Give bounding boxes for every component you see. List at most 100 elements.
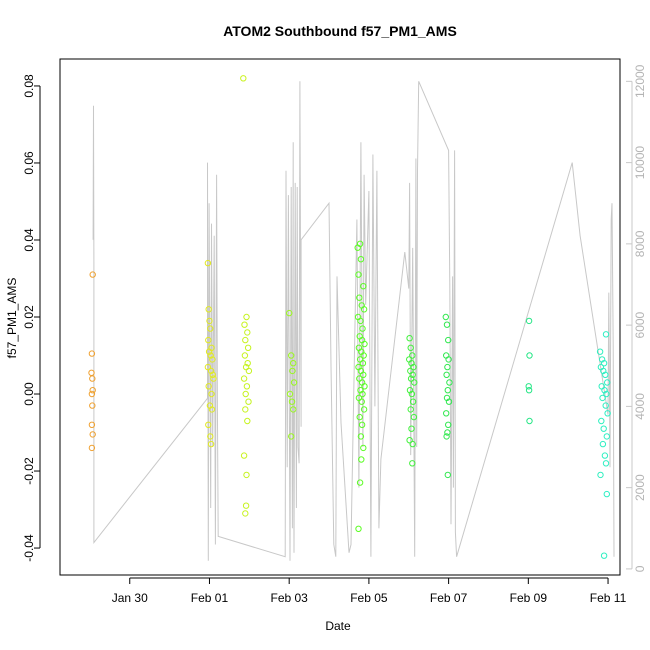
data-point xyxy=(245,367,253,375)
data-point xyxy=(603,490,610,498)
data-point xyxy=(242,502,250,509)
data-point xyxy=(356,413,363,421)
data-point xyxy=(408,390,416,398)
data-point xyxy=(361,383,368,390)
data-point xyxy=(205,383,212,390)
data-point xyxy=(290,360,297,367)
data-point xyxy=(445,398,453,405)
data-point xyxy=(602,460,610,467)
data-point xyxy=(207,440,215,448)
data-point xyxy=(243,313,250,321)
data-point xyxy=(360,306,368,313)
data-point xyxy=(603,433,610,440)
data-point xyxy=(206,402,214,409)
x-tick-label: Feb 11 xyxy=(590,591,627,605)
data-point xyxy=(241,352,249,359)
x-tick-label: Feb 01 xyxy=(191,591,229,605)
data-point xyxy=(602,331,610,338)
data-point xyxy=(208,390,215,398)
data-point xyxy=(244,329,251,336)
data-point xyxy=(445,421,452,428)
data-point xyxy=(446,379,453,386)
secondary-y-tick-label: 4000 xyxy=(633,393,647,420)
secondary-y-axis: 0 2000 4000 6000 8000 10000 12000 xyxy=(626,64,647,572)
y-tick-label: -0.02 xyxy=(22,457,36,485)
data-point xyxy=(207,367,215,375)
data-point xyxy=(358,421,366,428)
data-point xyxy=(443,410,450,417)
data-point xyxy=(407,406,414,413)
y-tick-label: -0.04 xyxy=(22,534,36,562)
data-point xyxy=(289,367,296,375)
data-point xyxy=(207,433,214,440)
data-point xyxy=(357,387,364,394)
secondary-y-tick-label: 6000 xyxy=(633,311,647,338)
data-point xyxy=(602,371,609,378)
data-point xyxy=(598,356,606,363)
data-point xyxy=(205,306,212,313)
data-point xyxy=(526,417,533,425)
data-point xyxy=(443,371,450,378)
data-point xyxy=(604,410,611,417)
data-point xyxy=(242,390,249,398)
x-tick-label: Feb 05 xyxy=(350,591,388,605)
data-point xyxy=(206,317,213,325)
data-point xyxy=(406,387,414,394)
data-point xyxy=(89,387,96,394)
secondary-axis-line xyxy=(92,81,615,561)
data-point xyxy=(525,383,532,390)
data-point xyxy=(89,375,96,382)
data-point xyxy=(356,479,364,486)
data-point xyxy=(242,406,249,413)
data-point xyxy=(444,471,451,479)
data-point xyxy=(205,348,213,355)
data-point xyxy=(240,75,247,82)
data-point xyxy=(205,421,212,428)
data-point xyxy=(205,336,212,344)
data-point xyxy=(89,271,96,278)
data-point xyxy=(355,525,362,532)
data-point xyxy=(357,317,364,325)
secondary-y-tick-label: 2000 xyxy=(633,474,647,501)
data-point xyxy=(443,394,451,402)
data-point xyxy=(406,335,413,342)
data-point xyxy=(207,325,214,332)
data-point xyxy=(290,379,298,386)
data-point xyxy=(288,352,295,359)
data-point xyxy=(204,363,212,371)
data-point xyxy=(602,402,609,409)
y-tick-label: 0.08 xyxy=(22,74,36,98)
data-point xyxy=(286,309,293,317)
data-point xyxy=(241,321,248,328)
data-point xyxy=(360,283,367,290)
data-point xyxy=(240,452,248,459)
x-axis: Jan 30 Feb 01 Feb 03 Feb 05 Feb 07 Feb 09 Feb … xyxy=(112,577,627,605)
data-point xyxy=(410,413,418,421)
data-point xyxy=(208,406,216,413)
data-point xyxy=(88,369,95,376)
data-point xyxy=(406,437,413,444)
data-point xyxy=(88,390,96,398)
secondary-y-tick-label: 8000 xyxy=(633,230,647,257)
data-point xyxy=(209,356,216,363)
data-point xyxy=(89,431,96,438)
x-axis-label: Date xyxy=(325,619,351,633)
data-point xyxy=(408,425,415,432)
y-tick-label: 0.06 xyxy=(22,151,36,175)
data-point xyxy=(242,510,249,517)
data-point xyxy=(360,352,367,359)
data-point xyxy=(443,433,450,440)
data-point xyxy=(407,375,415,382)
data-point xyxy=(244,360,251,367)
x-tick-label: Feb 07 xyxy=(430,591,468,605)
data-point xyxy=(444,363,451,371)
chart-title: ATOM2 Southbound f57_PM1_AMS xyxy=(223,23,457,39)
data-point xyxy=(600,552,608,559)
data-point xyxy=(356,240,364,248)
data-point xyxy=(240,375,248,382)
data-point xyxy=(598,417,605,425)
data-point xyxy=(601,387,608,394)
data-point xyxy=(359,390,366,398)
data-point xyxy=(243,383,251,390)
